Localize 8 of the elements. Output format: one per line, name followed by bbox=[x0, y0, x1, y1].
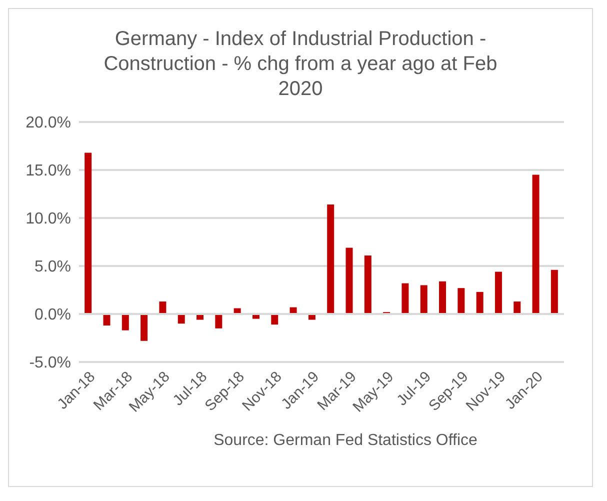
y-tick-label: 5.0% bbox=[34, 258, 71, 276]
y-tick-label: 15.0% bbox=[26, 162, 71, 180]
y-tick-label: -5.0% bbox=[29, 354, 71, 372]
chart-title: Germany - Index of Industrial Production - Construction - % chg from a year ago at Feb 2020 bbox=[102, 27, 498, 102]
y-tick-label: 20.0% bbox=[26, 114, 71, 132]
source-note: Source: German Fed Statistics Office bbox=[212, 432, 478, 450]
y-tick-label: 10.0% bbox=[26, 210, 71, 228]
y-tick-label: 0.0% bbox=[34, 306, 71, 324]
